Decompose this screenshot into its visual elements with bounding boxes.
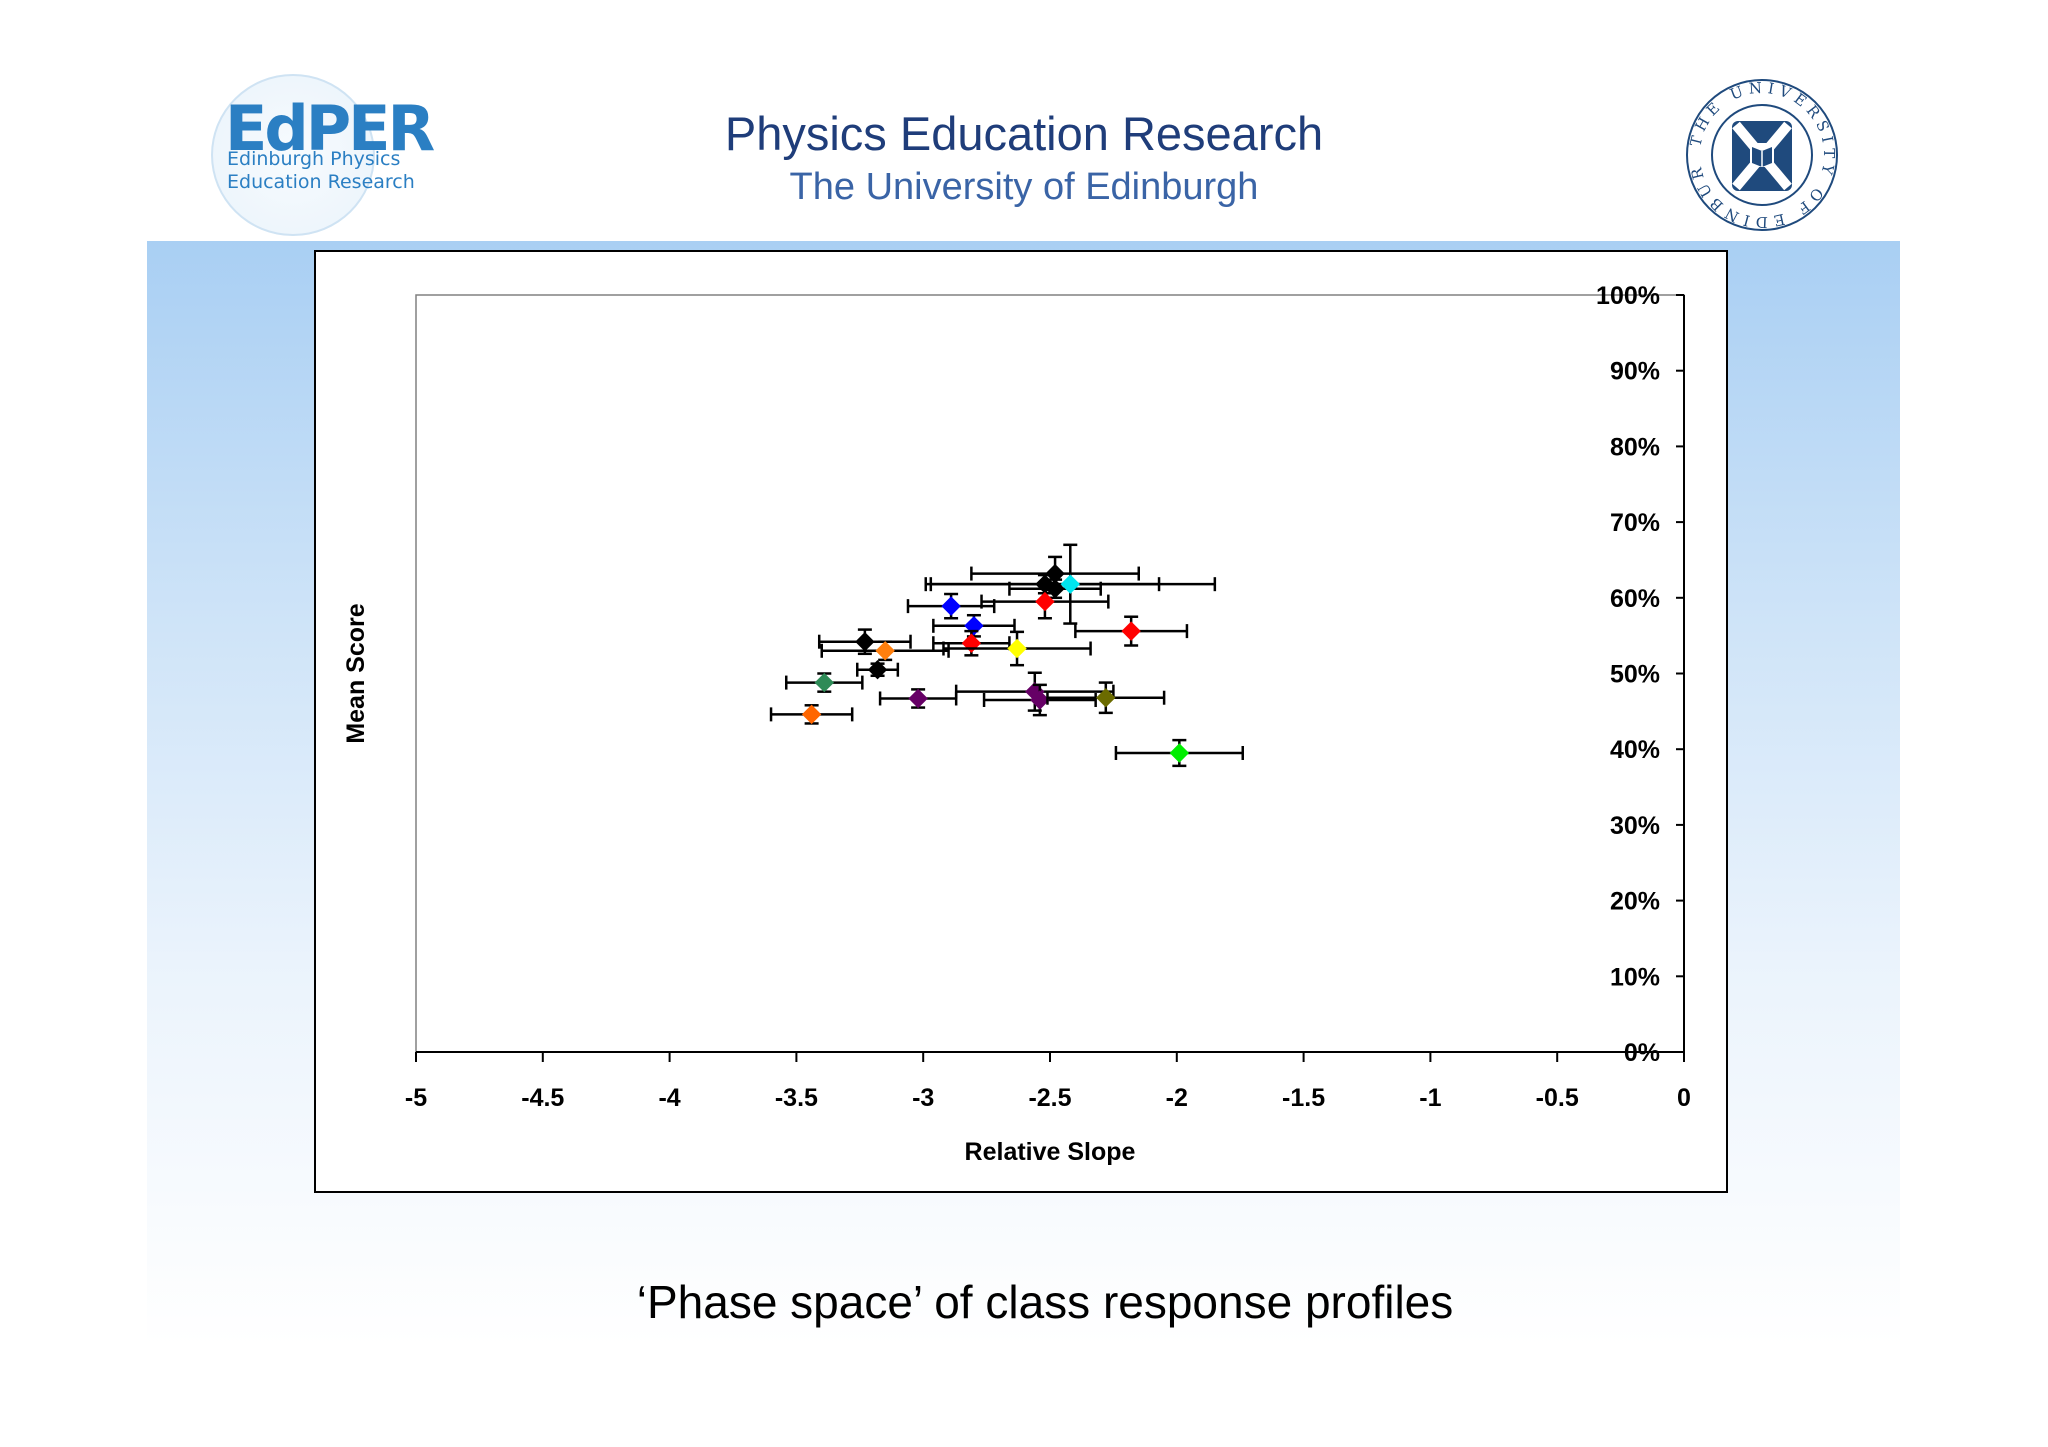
x-tick-label: -3.5 (775, 1084, 818, 1112)
diamond-marker (908, 688, 928, 709)
x-tick-label: -2.5 (1028, 1084, 1071, 1112)
data-point (856, 660, 900, 680)
university-crest-icon: THE UNIVERSITY OF EDINBURGH (1682, 75, 1838, 231)
x-tick-label: 0 (1677, 1084, 1691, 1112)
diamond-marker (801, 704, 822, 725)
diamond-marker (1007, 638, 1027, 659)
x-tick-label: -5 (405, 1084, 427, 1112)
edper-logo-line2: Education Research (227, 171, 415, 193)
y-tick-label: 50% (1610, 661, 1660, 689)
x-tick-label: -4 (658, 1084, 680, 1112)
diamond-marker (1169, 743, 1190, 763)
data-point (982, 683, 1097, 717)
y-tick-label: 40% (1610, 736, 1660, 764)
page-subtitle: The University of Edinburgh (789, 166, 1259, 208)
diamond-marker (1060, 574, 1080, 594)
scatter-plot: -5 -4.5 -4 -3.5 -3 -2.5 -2 -1.5 -1 -0.5 0 0% 10% 20% 3… (342, 282, 1691, 1166)
y-tick-label: 30% (1610, 812, 1660, 840)
diamond-marker (814, 672, 835, 693)
y-axis-label: Mean Score (342, 603, 370, 743)
data-point (980, 583, 1110, 620)
diamond-marker (1096, 688, 1116, 708)
y-tick-label: 0% (1624, 1039, 1660, 1067)
data-point (769, 704, 854, 725)
y-tick-label: 10% (1610, 963, 1660, 991)
data-point (924, 543, 1217, 625)
edper-logo-name: EdPER (225, 92, 435, 165)
x-tick-label: -1 (1419, 1084, 1441, 1112)
data-point (1046, 681, 1166, 715)
diamond-marker (867, 660, 888, 680)
diamond-marker (875, 641, 895, 661)
data-point (1074, 615, 1189, 647)
edper-logo-line1: Edinburgh Physics (227, 148, 401, 170)
x-tick-label: -1.5 (1282, 1084, 1325, 1112)
x-tick-label: -4.5 (521, 1084, 564, 1112)
x-tick-label: -3 (912, 1084, 934, 1112)
plot-area (415, 294, 1685, 1053)
y-tick-label: 70% (1610, 509, 1660, 537)
y-tick-label: 20% (1610, 888, 1660, 916)
data-point (820, 640, 950, 662)
y-tick-label: 90% (1610, 358, 1660, 386)
data-point (785, 672, 864, 693)
edper-logo-ring (211, 74, 375, 236)
page-title: Physics Education Research (724, 107, 1324, 160)
y-tick-label: 60% (1610, 585, 1660, 613)
data-point (878, 688, 958, 709)
data-point (1114, 738, 1244, 768)
data-point (942, 630, 1092, 667)
data-point (932, 613, 1016, 638)
diamond-marker (941, 596, 961, 616)
diamond-marker (1035, 591, 1055, 612)
diamond-marker (1030, 690, 1050, 710)
data-point (906, 592, 996, 620)
x-axis-label: Relative Slope (965, 1138, 1136, 1166)
x-tick-label: -2 (1166, 1084, 1188, 1112)
slide-caption: ‘Phase space’ of class response profiles (636, 1276, 1454, 1328)
diamond-marker (1121, 621, 1141, 641)
edper-logo: EdPER Edinburgh Physics Education Resear… (207, 72, 435, 237)
x-tick-label: -0.5 (1536, 1084, 1579, 1112)
chart-frame: -5 -4.5 -4 -3.5 -3 -2.5 -2 -1.5 -1 -0.5 0 0% 10% 20% 3… (314, 250, 1728, 1193)
y-tick-label: 80% (1610, 433, 1660, 461)
y-tick-label: 100% (1596, 282, 1660, 310)
